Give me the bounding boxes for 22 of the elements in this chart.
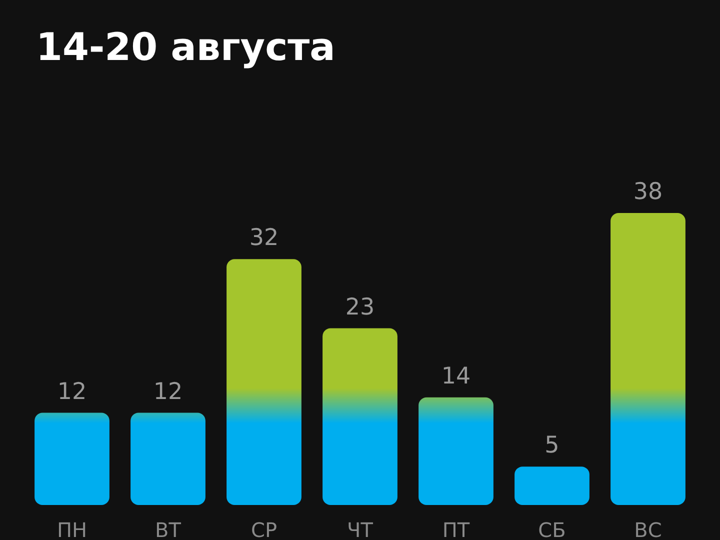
data-label: 14 (441, 363, 471, 390)
data-label: 23 (345, 294, 375, 320)
x-tick-label: СБ (538, 518, 566, 540)
data-label: 32 (249, 225, 279, 252)
bar (130, 412, 206, 505)
bar (418, 397, 494, 505)
bar (226, 259, 302, 505)
data-label: 38 (633, 179, 663, 205)
x-tick-label: ЧТ (347, 518, 374, 540)
x-tick-label: ПТ (442, 518, 470, 540)
bar (322, 328, 398, 505)
data-label: 5 (544, 432, 560, 459)
x-tick-label: ВС (634, 518, 662, 540)
x-tick-label: СР (250, 518, 278, 540)
x-tick-label: ВТ (155, 518, 182, 540)
x-tick-label: ПН (56, 518, 88, 540)
bar (610, 213, 686, 505)
data-label: 12 (153, 378, 183, 405)
bar (514, 466, 590, 505)
data-label: 12 (57, 378, 87, 405)
chart-title: 14-20 августа (36, 25, 336, 69)
bar (34, 412, 110, 505)
